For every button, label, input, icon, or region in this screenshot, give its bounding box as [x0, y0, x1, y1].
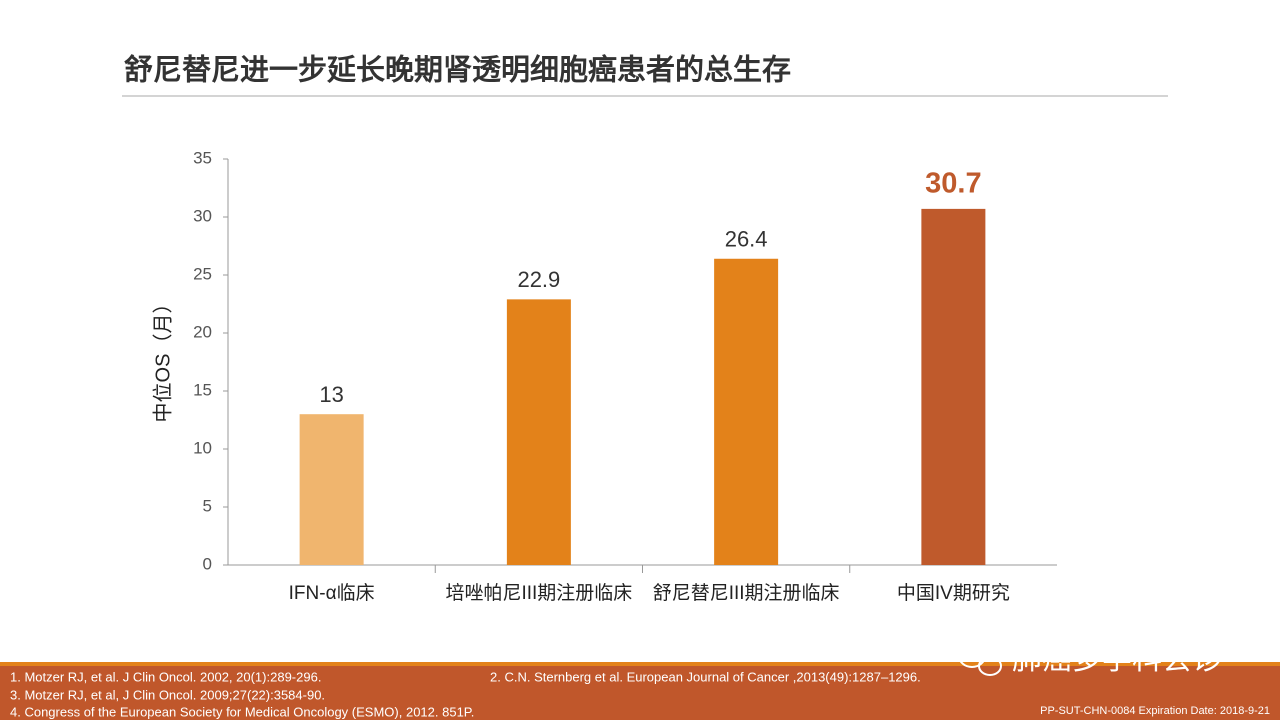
y-tick-label: 30 — [193, 206, 212, 225]
reference: 1. Motzer RJ, et al. J Clin Oncol. 2002,… — [10, 669, 321, 684]
watermark-icon — [958, 644, 1002, 676]
value-label: 22.9 — [517, 267, 560, 292]
x-tick-label: 舒尼替尼III期注册临床 — [653, 582, 840, 604]
y-tick-label: 5 — [203, 496, 212, 515]
y-tick-label: 20 — [193, 322, 212, 341]
x-tick-label: 中国IV期研究 — [897, 582, 1010, 604]
x-tick-label: 培唑帕尼III期注册临床 — [445, 582, 632, 604]
reference: 4. Congress of the European Society for … — [10, 704, 474, 719]
reference: 2. C.N. Sternberg et al. European Journa… — [490, 669, 921, 684]
y-tick-label: 25 — [193, 264, 212, 283]
x-tick-label: IFN-α临床 — [289, 582, 375, 604]
watermark: 肺癌多学科会诊 — [1012, 643, 1222, 676]
value-label: 30.7 — [925, 168, 981, 200]
y-tick-label: 15 — [193, 380, 212, 399]
footer-band — [0, 662, 1280, 720]
bar — [714, 258, 779, 565]
y-tick-label: 10 — [193, 438, 212, 457]
value-label: 13 — [319, 382, 343, 407]
slide-title: 舒尼替尼进一步延长晚期肾透明细胞癌患者的总生存 — [124, 53, 791, 87]
footer-rule — [0, 662, 1280, 666]
bar — [506, 299, 571, 565]
reference: 3. Motzer RJ, et al, J Clin Oncol. 2009;… — [10, 687, 325, 702]
bar — [299, 414, 364, 565]
y-tick-label: 0 — [203, 554, 212, 573]
y-axis-label: 中位OS（月） — [151, 294, 174, 423]
value-label: 26.4 — [725, 227, 768, 252]
document-code: PP-SUT-CHN-0084 Expiration Date: 2018-9-… — [1040, 705, 1270, 717]
plot: 0 5 10 15 20 25 30 35 IFN-α临床 13 培唑帕尼III期注册临床 22.9 舒… — [193, 148, 1057, 604]
y-tick-label: 35 — [193, 148, 212, 167]
bar — [921, 208, 986, 565]
